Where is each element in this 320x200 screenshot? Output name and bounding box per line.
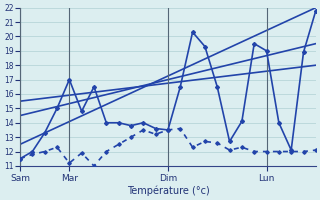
- X-axis label: Température (°c): Température (°c): [127, 185, 209, 196]
